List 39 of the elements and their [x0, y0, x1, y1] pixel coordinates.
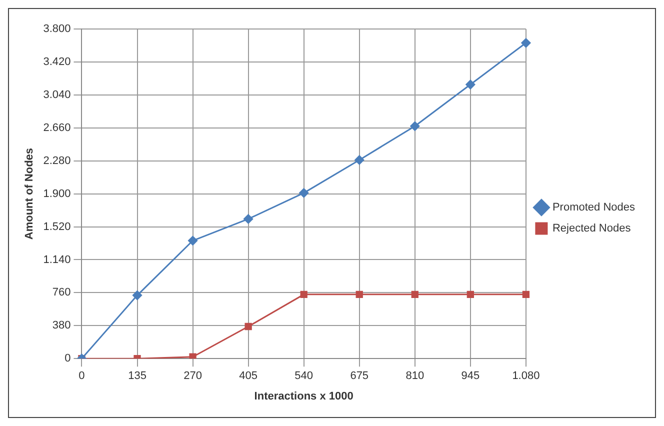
- point: [244, 322, 252, 330]
- point: [521, 38, 531, 48]
- y-tick-label: 3.420: [43, 56, 71, 68]
- y-tick-label: 760: [52, 286, 71, 299]
- x-tick-label: 0: [78, 370, 85, 382]
- y-axis-title: Amount of Nodes: [24, 148, 36, 240]
- y-tick-label: 0: [64, 352, 71, 365]
- y-tick-label: 1.140: [43, 254, 71, 266]
- point: [188, 236, 198, 246]
- y-tick-label: 3.040: [43, 88, 71, 101]
- x-tick-label: 405: [239, 370, 258, 382]
- point: [300, 290, 308, 298]
- x-tick-label: 1.080: [512, 370, 540, 382]
- point: [299, 188, 309, 198]
- x-tick-label: 810: [406, 370, 424, 382]
- point: [522, 290, 530, 298]
- x-axis-title: Interactions x 1000: [254, 390, 354, 402]
- point: [244, 214, 254, 224]
- x-tick-label: 540: [294, 370, 314, 382]
- y-tick-label: 380: [52, 320, 71, 332]
- point: [132, 290, 142, 300]
- x-tick-label: 270: [184, 370, 202, 382]
- y-tick-label: 1.520: [43, 220, 71, 233]
- point: [466, 290, 474, 298]
- point: [354, 155, 364, 165]
- y-tick-label: 2.660: [43, 122, 71, 134]
- point: [356, 290, 363, 298]
- x-tick-label: 675: [350, 370, 369, 382]
- x-tick-label: 945: [461, 370, 480, 382]
- y-tick-label: 2.280: [43, 154, 71, 167]
- point: [189, 353, 196, 359]
- point: [411, 290, 418, 298]
- y-tick-label: 1.900: [43, 188, 71, 200]
- y-tick-label: 3.800: [43, 23, 71, 36]
- legend-label: Rejected Nodes: [552, 222, 632, 235]
- x-tick-label: 135: [128, 370, 146, 382]
- legend-label: Promoted Nodes: [552, 202, 636, 214]
- point: [410, 121, 420, 131]
- point: [466, 80, 476, 90]
